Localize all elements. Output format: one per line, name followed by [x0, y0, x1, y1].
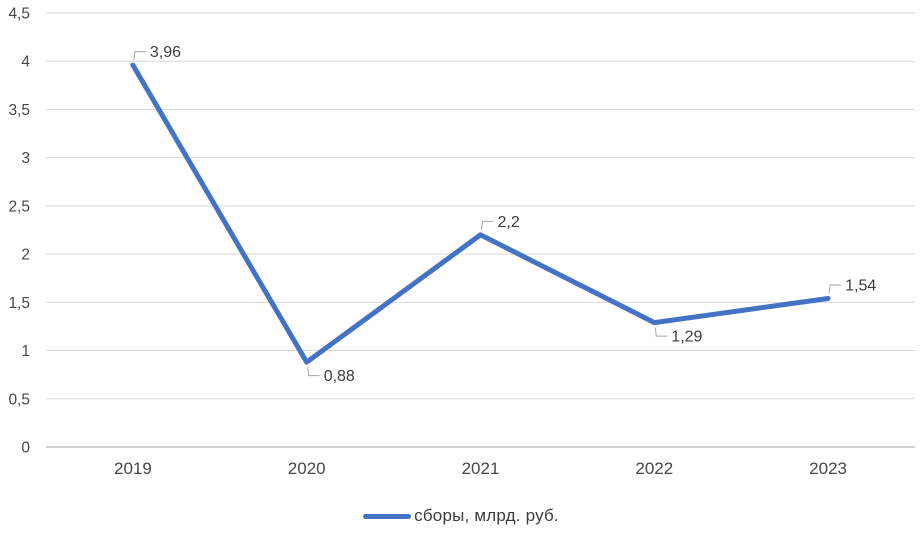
y-tick-label: 1	[21, 343, 30, 360]
x-tick-label: 2022	[635, 459, 673, 478]
x-tick-label: 2021	[462, 459, 500, 478]
y-tick-label: 2,5	[8, 198, 30, 215]
data-label-leader	[481, 220, 494, 230]
y-tick-label: 4	[21, 54, 30, 71]
y-tick-label: 2	[21, 247, 30, 264]
y-tick-label: 1,5	[8, 295, 30, 312]
chart-legend: сборы, млрд. руб.	[0, 506, 922, 526]
data-label: 1,54	[845, 277, 876, 294]
data-label-leader	[828, 284, 842, 294]
x-tick-label: 2019	[114, 459, 152, 478]
x-tick-label: 2023	[809, 459, 847, 478]
y-tick-label: 3	[21, 150, 30, 167]
y-tick-label: 0,5	[8, 391, 30, 408]
data-label: 2,2	[498, 214, 520, 231]
data-label: 1,29	[671, 329, 702, 346]
data-label: 0,88	[324, 368, 355, 385]
chart-svg: 4,5 4 3,5 3 2,5 2 1,5 1 0,5 0 2019 2020 2021 2022 2023…	[8, 6, 915, 478]
y-tick-label: 3,5	[8, 102, 30, 119]
data-label-leader	[133, 51, 146, 61]
data-label-leader	[307, 367, 320, 377]
legend-line-swatch	[363, 513, 412, 519]
data-label: 3,96	[150, 44, 181, 61]
series-line	[130, 62, 831, 365]
legend-series-label: сборы, млрд. руб.	[414, 506, 559, 525]
y-tick-label: 4,5	[8, 6, 30, 23]
data-label-leader	[654, 327, 668, 337]
y-tick-label: 0	[21, 440, 30, 457]
x-tick-label: 2020	[288, 459, 326, 478]
